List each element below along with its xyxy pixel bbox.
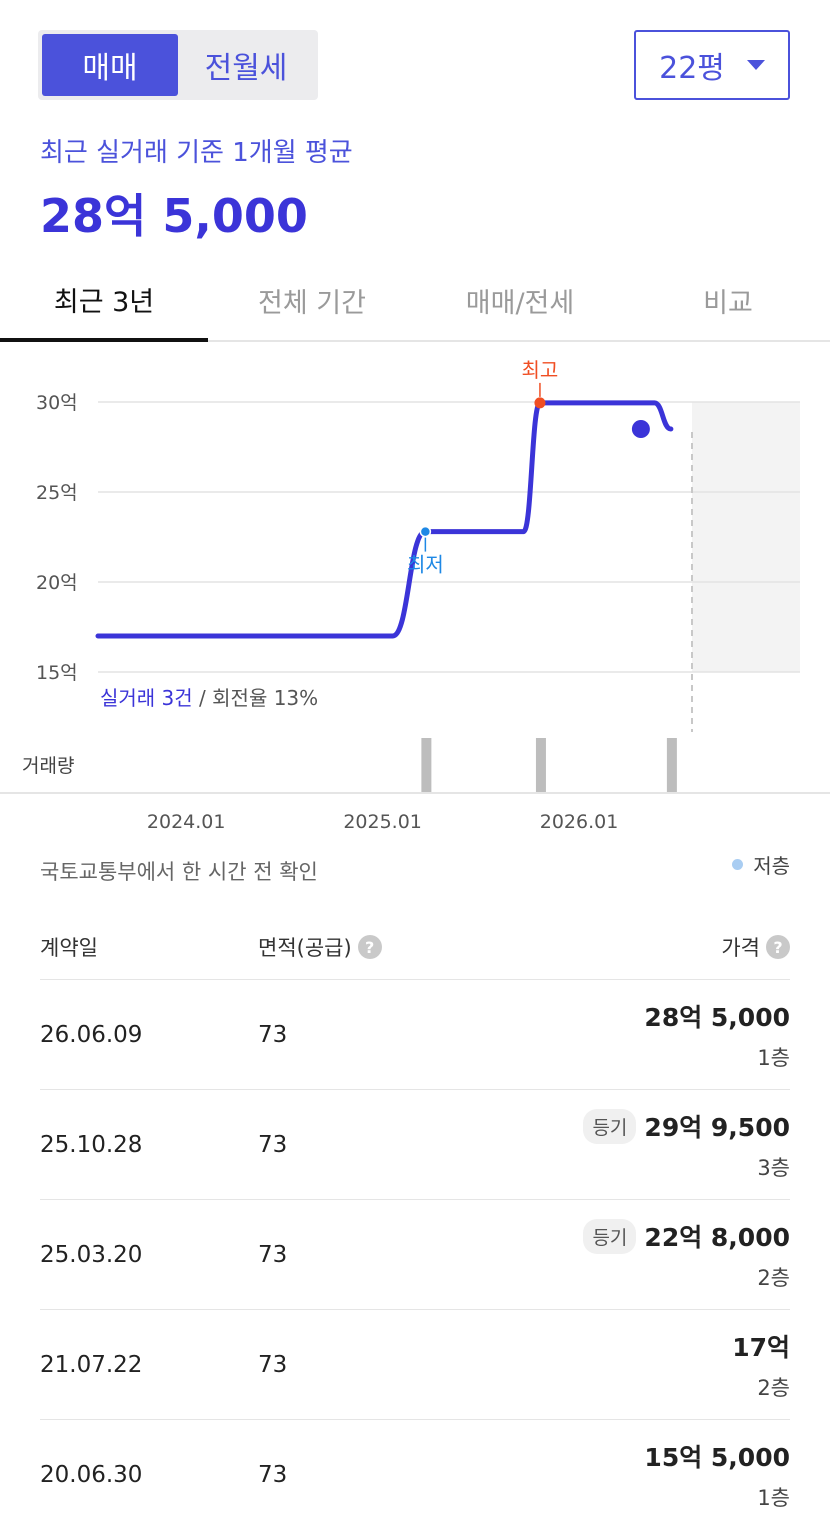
price-cell: 17억 [732,1328,790,1364]
price-value: 17억 [732,1333,790,1362]
price-value: 28억 5,000 [644,1003,790,1032]
area-value: 73 [258,1132,288,1158]
legend-label: 저층 [753,854,790,878]
header-area: 면적(공급)? [258,932,382,962]
registry-badge: 등기 [583,1108,637,1144]
price-cell: 28억 5,000 [644,998,790,1034]
price-line [95,400,674,639]
sale-tab-button[interactable]: 매매 [42,34,178,96]
table-row[interactable]: 21.07.22 73 17억 2층 [40,1310,790,1420]
volume-label: 거래량 [22,755,74,777]
y-tick-label: 20억 [36,572,78,594]
area-value: 73 [258,1022,288,1048]
size-select-value: 22평 [659,51,725,86]
size-select[interactable]: 22평 [634,30,790,100]
price-value: 15억 5,000 [644,1443,790,1472]
x-tick-label: 2026.01 [540,811,619,833]
deal-type-toggle: 매매 전월세 [38,30,318,100]
floor-value: 3층 [757,1156,790,1180]
table-row[interactable]: 26.06.09 73 28억 5,000 1층 [40,980,790,1090]
price-chart: 30억 25억 20억 15억 최저 최고 실거래 3건 / 회전율 13% 거래량 [22,358,800,792]
price-value: 29억 9,500 [644,1113,790,1142]
floor-value: 2층 [757,1266,790,1290]
table-row[interactable]: 25.10.28 73 등기 29억 9,500 3층 [40,1090,790,1200]
low-point-marker [419,525,432,538]
projection-area [692,402,800,672]
area-value: 73 [258,1242,288,1268]
tab-sale-jeonse[interactable]: 매매/전세 [465,287,575,319]
data-source-text: 국토교통부에서 한 시간 전 확인 [40,860,318,884]
tab-recent-3y[interactable]: 최근 3년 [0,260,208,342]
y-tick-label: 30억 [36,392,78,414]
high-point-label: 최고 [522,358,559,382]
floor-value: 1층 [757,1046,790,1070]
caret-down-icon [746,60,765,70]
floor-value: 2층 [757,1376,790,1400]
registry-badge: 등기 [583,1218,637,1254]
average-price: 28억 5,000 [40,189,308,243]
tab-compare[interactable]: 비교 [703,287,753,319]
contract-date: 25.10.28 [40,1132,143,1158]
rent-tab-button[interactable]: 전월세 [204,51,288,86]
volume-bar [535,738,546,792]
table-header: 계약일 면적(공급)? 가격? [40,920,790,980]
table-row[interactable]: 25.03.20 73 등기 22억 8,000 2층 [40,1200,790,1310]
x-tick-label: 2025.01 [343,811,422,833]
high-point-marker [534,397,546,409]
low-point-label: 최저 [407,553,444,577]
y-tick-label: 25억 [36,482,78,504]
latest-point-marker [631,420,650,438]
area-value: 73 [258,1352,288,1378]
price-cell: 등기 22억 8,000 [583,1218,790,1254]
volume-bar [421,738,432,792]
area-value: 73 [258,1462,288,1488]
header-price: 가격? [721,932,790,962]
legend: 저층 [732,850,790,879]
contract-date: 21.07.22 [40,1352,143,1378]
price-cell: 등기 29억 9,500 [583,1108,790,1144]
floor-value: 1층 [757,1486,790,1510]
y-tick-label: 15억 [36,662,78,684]
x-tick-label: 2024.01 [147,811,226,833]
volume-bar [666,738,677,792]
price-value: 22억 8,000 [644,1223,790,1252]
chart-divider [0,792,830,794]
help-icon[interactable]: ? [766,935,790,959]
help-icon[interactable]: ? [357,935,382,959]
contract-date: 20.06.30 [40,1462,143,1488]
table-row[interactable]: 20.06.30 73 15억 5,000 1층 [40,1420,790,1530]
average-label: 최근 실거래 기준 1개월 평균 [40,138,353,168]
contract-date: 25.03.20 [40,1242,143,1268]
x-axis: 2024.01 2025.01 2026.01 [147,811,619,833]
svg-text:실거래 3건 / 회전율 13%: 실거래 3건 / 회전율 13% [100,686,318,710]
contract-date: 26.06.09 [40,1022,143,1048]
legend-dot-icon [732,859,744,870]
header-date: 계약일 [40,936,98,960]
price-cell: 15억 5,000 [644,1438,790,1474]
turnover-text: / 회전율 13% [193,686,318,710]
trade-count-link[interactable]: 실거래 3건 [100,686,193,710]
period-tabs: 최근 3년 전체 기간 매매/전세 비교 [0,260,830,342]
tab-all-period[interactable]: 전체 기간 [258,287,366,319]
